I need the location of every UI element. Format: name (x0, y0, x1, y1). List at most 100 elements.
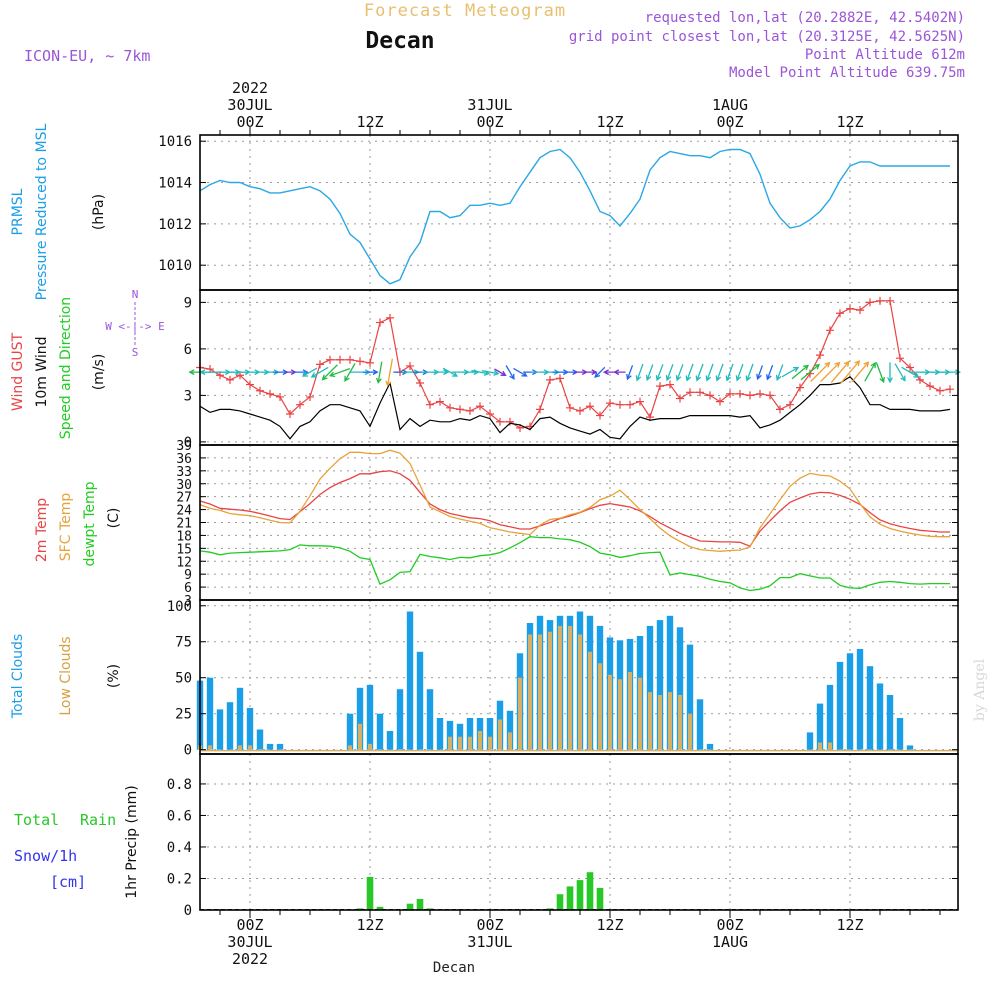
rain-bar (366, 876, 374, 910)
wind-10m-label: 10m Wind (34, 336, 50, 407)
y-tick-label: 25 (175, 707, 192, 723)
gust-point-marker (276, 392, 284, 401)
low-cloud-bar (358, 723, 362, 750)
location-title: Decan (365, 28, 434, 54)
wind-gust-label: Wind GUST (10, 332, 26, 411)
total-cloud-bar (216, 709, 224, 750)
precip-axis-label: 1hr Precip (mm) (124, 785, 140, 898)
low-cloud-bar (498, 719, 502, 750)
gust-line (199, 300, 951, 429)
precip-labels: Total Rain Snow/1h [cm] 1hr Precip (mm) (14, 785, 140, 898)
bottom-time-label: 00Z (476, 916, 503, 934)
wind-direction-arrow (695, 363, 704, 382)
wind-direction-arrow (894, 363, 906, 382)
wind-direction-arrow (362, 369, 379, 376)
gust-point-marker (916, 375, 924, 384)
precip-snow-unit: [cm] (50, 873, 86, 891)
total-cloud-bar (416, 651, 424, 750)
gust-point-marker (656, 382, 664, 391)
wind-direction-arrow (735, 363, 744, 382)
low-cloud-bar (508, 732, 512, 750)
watermark: by Angel (972, 658, 988, 721)
grid-layer (200, 135, 958, 911)
gust-point-marker (476, 402, 484, 411)
wind-direction-arrow (645, 364, 654, 382)
gust-point-marker (876, 296, 884, 305)
wind-direction-arrow (626, 365, 634, 381)
total-cloud-bar (886, 695, 894, 750)
low-cloud-bar (468, 736, 472, 750)
gust-point-marker (666, 380, 674, 389)
wind-direction-arrow (800, 363, 821, 381)
rain-bar (566, 886, 574, 910)
compass-we: W <-|-> E (105, 320, 165, 333)
y-tick-label: 36 (176, 452, 192, 467)
temp-labels: 2m Temp SFC Temp dewpt Temp (C) (34, 481, 122, 566)
temp-2m-line (199, 470, 950, 547)
total-cloud-bar (206, 677, 214, 750)
low-cloud-bar (668, 692, 672, 750)
total-cloud-bar (706, 743, 714, 750)
top-time-label: 00Z (716, 113, 743, 131)
gust-point-marker (866, 298, 874, 307)
gust-point-marker (826, 326, 834, 335)
precip-snow-label: Snow/1h (14, 847, 77, 865)
y-tick-label: 6 (184, 342, 192, 358)
gust-point-marker (746, 391, 754, 400)
wind-direction-arrow (756, 365, 764, 381)
low-cloud-bar (658, 695, 662, 750)
bottom-time-label: 1AUG (712, 933, 748, 951)
bottom-time-label: 12Z (356, 916, 383, 934)
total-cloud-bar (696, 699, 704, 750)
low-cloud-bar (578, 634, 582, 750)
total-cloud-bar (446, 720, 454, 750)
y-tick-label: 21 (176, 517, 192, 532)
wind-direction-arrow (887, 362, 893, 384)
total-cloud-bar (856, 648, 864, 750)
gust-point-marker (366, 358, 374, 367)
wind-direction-arrow (432, 369, 450, 376)
model-label: ICON-EU, ~ 7km (24, 47, 150, 65)
low-cloud-bar (238, 745, 242, 750)
wind-direction-arrow (675, 364, 684, 382)
grid-point-coords: grid point closest lon,lat (20.3125E, 42… (569, 29, 965, 45)
top-time-label: 12Z (596, 113, 623, 131)
total-cloud-bar (346, 713, 354, 750)
precip-rain-label: Rain (80, 811, 116, 829)
gust-point-marker (226, 375, 234, 384)
y-tick-label: 1014 (158, 176, 192, 192)
y-tick-label: 1010 (158, 258, 192, 274)
wind-direction-arrow (321, 364, 338, 381)
gust-point-marker (496, 417, 504, 426)
gust-point-marker (506, 417, 514, 426)
y-tick-label: 9 (184, 295, 192, 311)
rain-bar (586, 872, 594, 910)
wind-direction-arrow (513, 367, 528, 377)
total-cloud-bar (876, 683, 884, 750)
rain-bar (406, 903, 414, 910)
wind-direction-arrow (635, 363, 644, 382)
total-cloud-bar (266, 743, 274, 750)
low-cloud-bar (568, 625, 572, 750)
wind-speed-line (199, 376, 951, 440)
low-cloud-bar (458, 736, 462, 750)
wind-direction-arrow (830, 360, 850, 383)
low-cloud-bar (608, 674, 612, 750)
compass-north: N (132, 288, 139, 301)
low-cloud-bar (588, 651, 592, 750)
bottom-time-label: 31JUL (467, 933, 512, 951)
wind-direction-arrow (940, 369, 962, 376)
total-cloud-bar (466, 718, 474, 750)
low-cloud-bar (688, 713, 692, 750)
total-cloud-bar (436, 718, 444, 750)
gust-point-marker (486, 410, 494, 418)
wind-direction-arrow (301, 367, 318, 377)
gust-point-marker (316, 360, 324, 369)
total-cloud-bar (866, 666, 874, 750)
gust-point-marker (766, 391, 774, 400)
gust-point-marker (546, 375, 554, 384)
wind-unit: (m/s) (91, 354, 107, 391)
gust-point-marker (626, 400, 634, 409)
gust-point-marker (616, 400, 624, 409)
gust-point-marker (676, 394, 684, 403)
